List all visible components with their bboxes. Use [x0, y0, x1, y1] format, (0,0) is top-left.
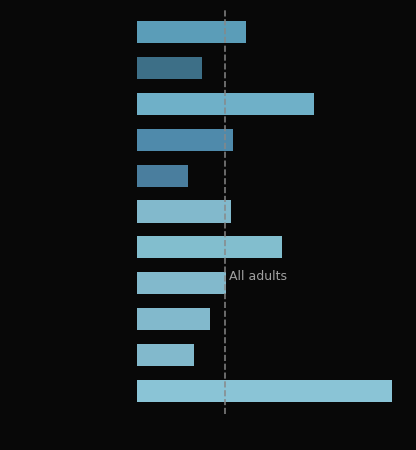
Bar [137, 200, 231, 223]
Bar [137, 129, 233, 151]
Bar [137, 93, 314, 115]
Bar [137, 308, 210, 330]
Bar [137, 380, 392, 402]
Bar [137, 165, 188, 187]
Text: All adults: All adults [229, 270, 287, 283]
Bar [137, 57, 202, 79]
Bar [137, 236, 282, 258]
Bar [137, 21, 246, 43]
Bar [137, 344, 195, 366]
Bar [137, 272, 226, 294]
